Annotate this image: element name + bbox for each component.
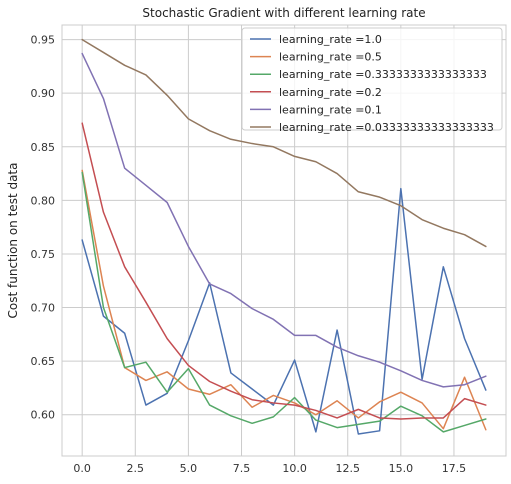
y-tick-label: 0.60 [31, 409, 56, 422]
x-tick-label: 0.0 [73, 462, 91, 475]
x-tick-label: 10.0 [282, 462, 307, 475]
chart-title: Stochastic Gradient with different learn… [142, 6, 425, 20]
y-tick-label: 0.85 [31, 141, 56, 154]
x-tick-label: 2.5 [127, 462, 145, 475]
x-tick-label: 7.5 [233, 462, 251, 475]
series-line-2 [81, 169, 487, 431]
series-line-3 [81, 171, 487, 433]
legend: learning_rate =1.0 learning_rate =0.5 lear… [241, 27, 503, 134]
x-tick-label: 15.0 [389, 462, 414, 475]
tick-labels: 0.0 2.5 5.0 7.5 10.0 12.5 15.0 17.5 0.60 0.65 0.70… [31, 34, 467, 475]
y-tick-label: 0.65 [31, 355, 56, 368]
legend-label-5: learning_rate =0.1 [279, 103, 382, 116]
series-line-6 [81, 38, 487, 248]
y-tick-label: 0.95 [31, 34, 56, 47]
y-tick-label: 0.75 [31, 248, 56, 261]
series-group [81, 38, 487, 435]
legend-label-3: learning_rate =0.3333333333333333 [279, 68, 487, 81]
legend-label-1: learning_rate =1.0 [279, 33, 382, 46]
legend-label-4: learning_rate =0.2 [279, 86, 382, 99]
plot-frame [61, 24, 507, 457]
x-tick-label: 5.0 [180, 462, 198, 475]
x-tick-label: 12.5 [335, 462, 360, 475]
y-tick-label: 0.70 [31, 302, 56, 315]
series-line-1 [81, 187, 487, 435]
legend-label-2: learning_rate =0.5 [279, 51, 382, 64]
series-line-5 [81, 52, 487, 388]
y-axis-title: Cost function on test data [6, 163, 20, 319]
x-tick-label: 17.5 [442, 462, 467, 475]
legend-label-6: learning_rate =0.03333333333333333 [279, 121, 494, 134]
y-tick-label: 0.80 [31, 194, 56, 207]
series-line-4 [81, 122, 487, 420]
legend-frame [241, 27, 503, 131]
y-tick-label: 0.90 [31, 87, 56, 100]
